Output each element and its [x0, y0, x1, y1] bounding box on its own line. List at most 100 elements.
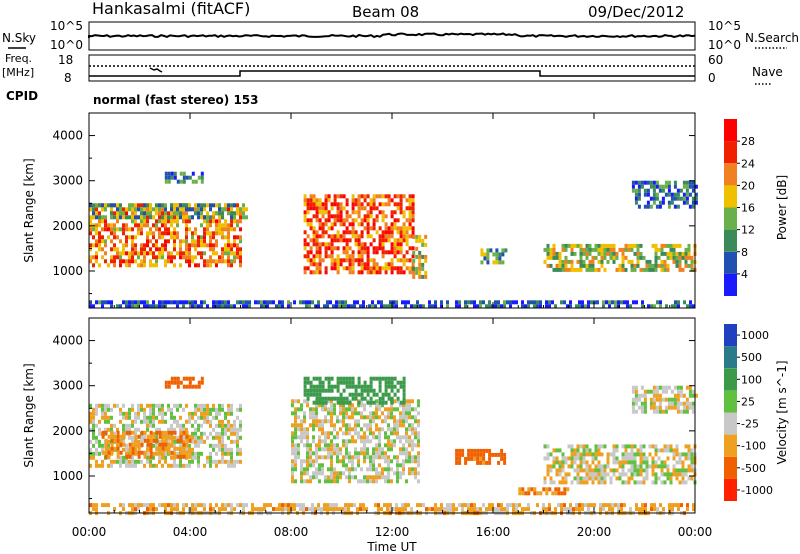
data-cell — [546, 456, 550, 461]
data-cell — [233, 255, 236, 260]
data-cell — [164, 411, 167, 416]
data-cell — [309, 479, 312, 484]
data-cell — [372, 262, 376, 267]
data-cell — [176, 503, 179, 508]
data-cell — [573, 267, 577, 272]
data-cell — [396, 258, 400, 263]
data-cell — [306, 427, 309, 432]
data-cell — [194, 243, 197, 248]
data-cell — [119, 503, 122, 508]
data-cell — [128, 427, 131, 432]
data-cell — [405, 447, 408, 452]
data-cell — [342, 415, 345, 420]
data-cell — [203, 259, 206, 264]
data-cell — [318, 234, 322, 239]
data-cell — [579, 251, 583, 256]
data-cell — [131, 239, 134, 244]
data-region — [480, 248, 508, 265]
data-cell — [176, 463, 179, 468]
data-cell — [369, 400, 373, 405]
data-cell — [384, 475, 387, 480]
data-cell — [134, 223, 137, 228]
data-cell — [633, 468, 637, 473]
data-cell — [345, 210, 349, 215]
data-cell — [360, 258, 364, 263]
data-cell — [176, 403, 179, 408]
data-cell — [587, 507, 590, 512]
data-cell — [390, 226, 394, 231]
data-cell — [375, 447, 378, 452]
data-cell — [624, 448, 628, 453]
data-cell — [588, 452, 592, 457]
data-cell — [203, 203, 206, 208]
data-cell — [393, 427, 396, 432]
data-cell — [615, 468, 619, 473]
data-cell — [236, 255, 239, 260]
data-cell — [209, 219, 212, 224]
data-cell — [351, 403, 354, 408]
data-cell — [167, 171, 171, 176]
data-cell — [347, 304, 350, 309]
data-cell — [89, 455, 92, 460]
data-cell — [330, 222, 334, 227]
data-cell — [336, 266, 340, 271]
data-cell — [393, 250, 397, 255]
data-cell — [182, 439, 185, 444]
data-cell — [354, 419, 357, 424]
data-cell — [128, 442, 132, 447]
data-cell — [549, 476, 553, 481]
data-cell — [503, 300, 506, 305]
data-cell — [239, 435, 242, 440]
data-cell — [161, 450, 165, 455]
data-cell — [687, 452, 691, 457]
data-cell — [306, 376, 310, 381]
data-cell — [236, 203, 239, 208]
data-cell — [299, 507, 302, 512]
data-cell — [227, 451, 230, 456]
data-cell — [578, 300, 581, 305]
data-cell — [363, 435, 366, 440]
data-cell — [631, 188, 635, 193]
data-cell — [642, 267, 646, 272]
data-cell — [486, 256, 490, 261]
data-cell — [206, 215, 209, 220]
data-cell — [116, 219, 119, 224]
data-cell — [119, 450, 123, 455]
data-cell — [390, 258, 394, 263]
data-cell — [182, 450, 186, 455]
data-cell — [560, 300, 563, 305]
data-cell — [209, 255, 212, 260]
data-cell — [164, 300, 167, 305]
data-cell — [363, 451, 366, 456]
data-cell — [339, 214, 343, 219]
data-cell — [631, 405, 635, 410]
data-cell — [378, 238, 382, 243]
data-cell — [197, 239, 200, 244]
data-cell — [227, 211, 230, 216]
data-cell — [185, 384, 189, 389]
data-cell — [624, 460, 628, 465]
data-cell — [672, 255, 676, 260]
data-cell — [167, 179, 171, 184]
data-cell — [321, 447, 324, 452]
data-cell — [107, 223, 110, 228]
data-cell — [555, 263, 559, 268]
data-cell — [158, 411, 161, 416]
data-cell — [197, 423, 200, 428]
data-cell — [360, 399, 363, 404]
data-cell — [411, 399, 414, 404]
data-cell — [191, 431, 194, 436]
data-cell — [664, 385, 668, 390]
data-cell — [569, 304, 572, 309]
data-cell — [500, 448, 504, 453]
data-cell — [116, 459, 119, 464]
data-cell — [230, 459, 233, 464]
data-cell — [134, 207, 137, 212]
data-cell — [558, 472, 562, 477]
data-cell — [375, 206, 379, 211]
data-cell — [431, 507, 434, 512]
data-cell — [137, 304, 140, 309]
data-cell — [590, 300, 593, 305]
data-cell — [612, 243, 616, 248]
data-cell — [179, 211, 182, 216]
